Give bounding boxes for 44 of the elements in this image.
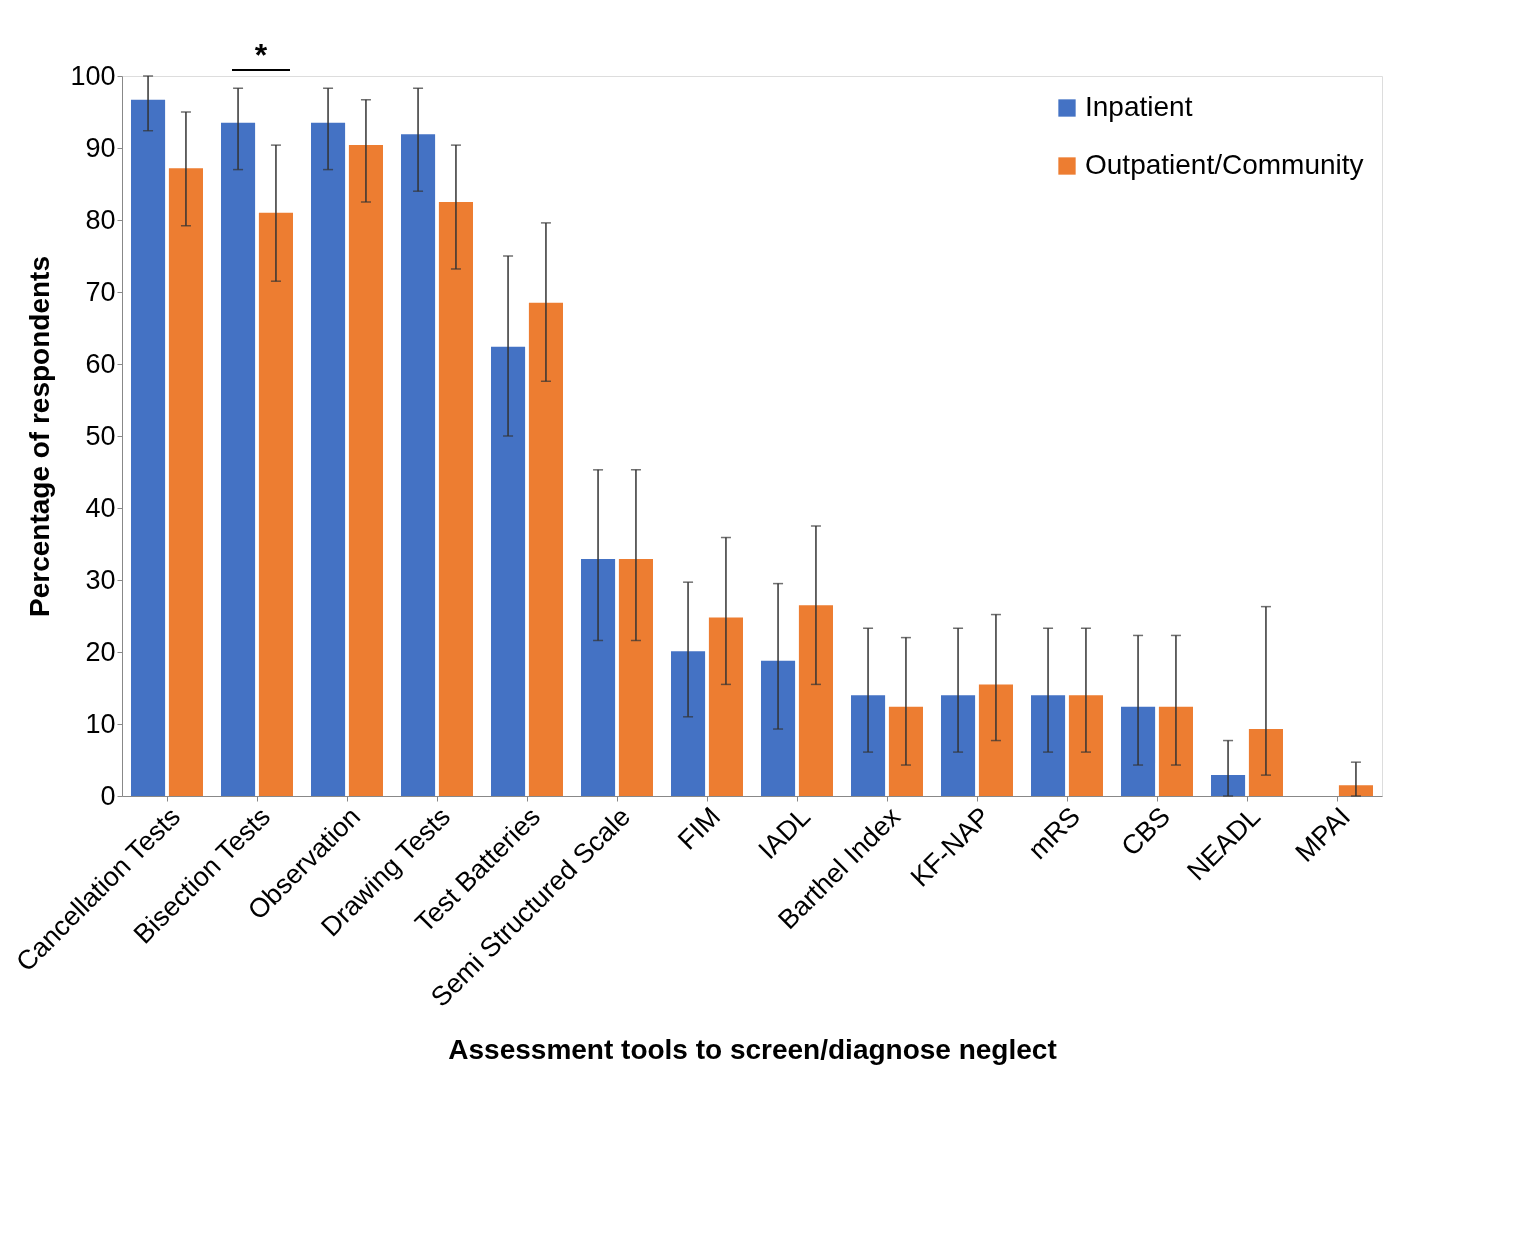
bar — [941, 695, 976, 796]
bar — [438, 202, 473, 796]
bar — [131, 99, 166, 796]
bar — [258, 212, 293, 796]
x-axis-title: Assessment tools to screen/diagnose neglect — [448, 1033, 1057, 1065]
y-tick-label: 30 — [85, 564, 116, 595]
bar — [168, 168, 203, 796]
x-tick-label: FIM — [672, 801, 727, 856]
bar — [491, 346, 526, 796]
bar — [348, 145, 383, 796]
bar — [708, 617, 743, 796]
bar — [671, 651, 706, 796]
bar — [528, 302, 563, 796]
bar — [311, 122, 346, 796]
y-tick-label: 20 — [85, 636, 116, 667]
bar — [1158, 706, 1193, 796]
bar — [761, 660, 796, 796]
y-tick-label: 80 — [85, 204, 116, 235]
bar — [851, 695, 886, 796]
bar — [1121, 706, 1156, 796]
y-tick-label: 40 — [85, 492, 116, 523]
legend-label: Inpatient — [1085, 91, 1193, 122]
legend-label: Outpatient/Community — [1085, 149, 1364, 180]
bar — [221, 122, 256, 796]
y-tick-label: 90 — [85, 132, 116, 163]
y-tick-label: 0 — [100, 780, 116, 811]
text: * — [254, 37, 268, 73]
y-tick-label: 10 — [85, 708, 116, 739]
bar — [618, 559, 653, 796]
y-axis-title: Percentage of respondents — [24, 256, 56, 617]
y-tick-label: 70 — [85, 276, 116, 307]
bar — [1211, 775, 1246, 796]
bar — [581, 559, 616, 796]
bar — [1338, 785, 1373, 796]
y-tick-label: 100 — [70, 60, 116, 91]
y-tick-label: 60 — [85, 348, 116, 379]
bar — [798, 605, 833, 796]
bar — [978, 684, 1013, 796]
bar — [1248, 729, 1283, 796]
y-tick-label: 50 — [85, 420, 116, 451]
bar — [1068, 695, 1103, 796]
bar — [888, 706, 923, 796]
bar — [401, 134, 436, 796]
bar — [1031, 695, 1066, 796]
